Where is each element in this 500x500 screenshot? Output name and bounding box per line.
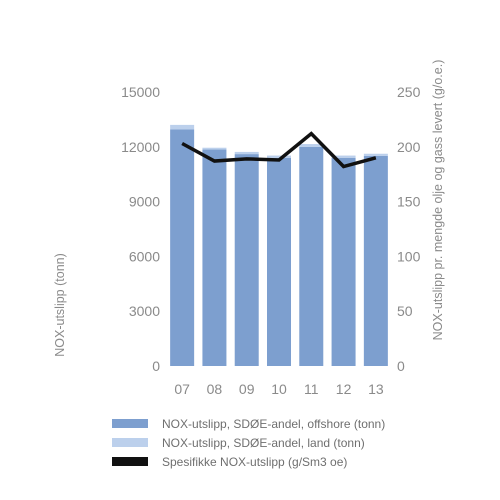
right-tick-label: 150 — [397, 194, 421, 210]
x-tick-label: 12 — [336, 381, 352, 397]
x-tick-label: 10 — [271, 381, 287, 397]
legend-item-land: NOX-utslipp, SDØE-andel, land (tonn) — [112, 433, 385, 452]
line-layer — [181, 131, 377, 169]
legend-label-offshore: NOX-utslipp, SDØE-andel, offshore (tonn) — [162, 416, 386, 431]
right-tick-label: 100 — [397, 248, 421, 264]
right-tick-label: 0 — [397, 358, 405, 374]
bar-land-10 — [267, 155, 291, 158]
legend-label-land: NOX-utslipp, SDØE-andel, land (tonn) — [162, 435, 365, 450]
left-tick-label: 6000 — [129, 248, 160, 264]
bar-offshore-10 — [267, 157, 291, 366]
right-tick-label: 200 — [397, 139, 421, 155]
bar-offshore-08 — [202, 149, 227, 366]
axis-titles: NOX-utslipp (tonn) NOX-utslipp pr. mengde… — [53, 60, 445, 357]
right-tick-label: 50 — [397, 303, 413, 319]
bar-offshore-12 — [331, 157, 356, 366]
legend-label-specific: Spesifikke NOX-utslipp (g/Sm3 oe) — [162, 454, 348, 469]
legend-swatch-offshore — [112, 419, 148, 428]
left-tick-label: 15000 — [121, 84, 160, 100]
bar-offshore-11 — [299, 146, 324, 366]
legend-item-offshore: NOX-utslipp, SDØE-andel, offshore (tonn) — [112, 414, 385, 433]
bar-land-08 — [202, 147, 227, 150]
left-tick-label: 3000 — [129, 303, 160, 319]
bar-offshore-07 — [170, 129, 195, 366]
legend-swatch-specific — [112, 457, 148, 466]
left-tick-label: 12000 — [121, 139, 160, 155]
bar-land-11 — [299, 144, 324, 147]
right-tick-label: 250 — [397, 84, 421, 100]
legend-item-specific: Spesifikke NOX-utslipp (g/Sm3 oe) — [112, 452, 385, 471]
left-tick-label: 0 — [152, 358, 160, 374]
bar-land-13 — [363, 153, 388, 156]
bar-land-07 — [170, 124, 195, 130]
left-axis-ticks: 0 3000 6000 9000 12000 15000 — [121, 84, 160, 374]
right-axis-ticks: 0 50 100 150 200 250 — [397, 84, 421, 374]
bar-group — [170, 124, 388, 366]
x-axis-ticks: 07 08 09 10 11 12 13 — [174, 381, 384, 397]
bar-offshore-13 — [363, 155, 388, 366]
x-tick-label: 11 — [304, 381, 319, 397]
x-tick-label: 13 — [368, 381, 384, 397]
specific-emission-line — [181, 131, 377, 169]
bar-offshore-09 — [234, 154, 259, 366]
bar-land-09 — [234, 151, 259, 155]
right-axis-title: NOX-utslipp pr. mengde olje og gass leve… — [431, 60, 445, 341]
bar-land-12 — [331, 155, 356, 158]
x-tick-label: 09 — [239, 381, 255, 397]
x-tick-label: 08 — [207, 381, 223, 397]
x-tick-label: 07 — [174, 381, 190, 397]
legend: NOX-utslipp, SDØE-andel, offshore (tonn)… — [112, 414, 385, 471]
left-tick-label: 9000 — [129, 194, 160, 210]
legend-swatch-land — [112, 438, 148, 447]
left-axis-title: NOX-utslipp (tonn) — [53, 253, 67, 357]
